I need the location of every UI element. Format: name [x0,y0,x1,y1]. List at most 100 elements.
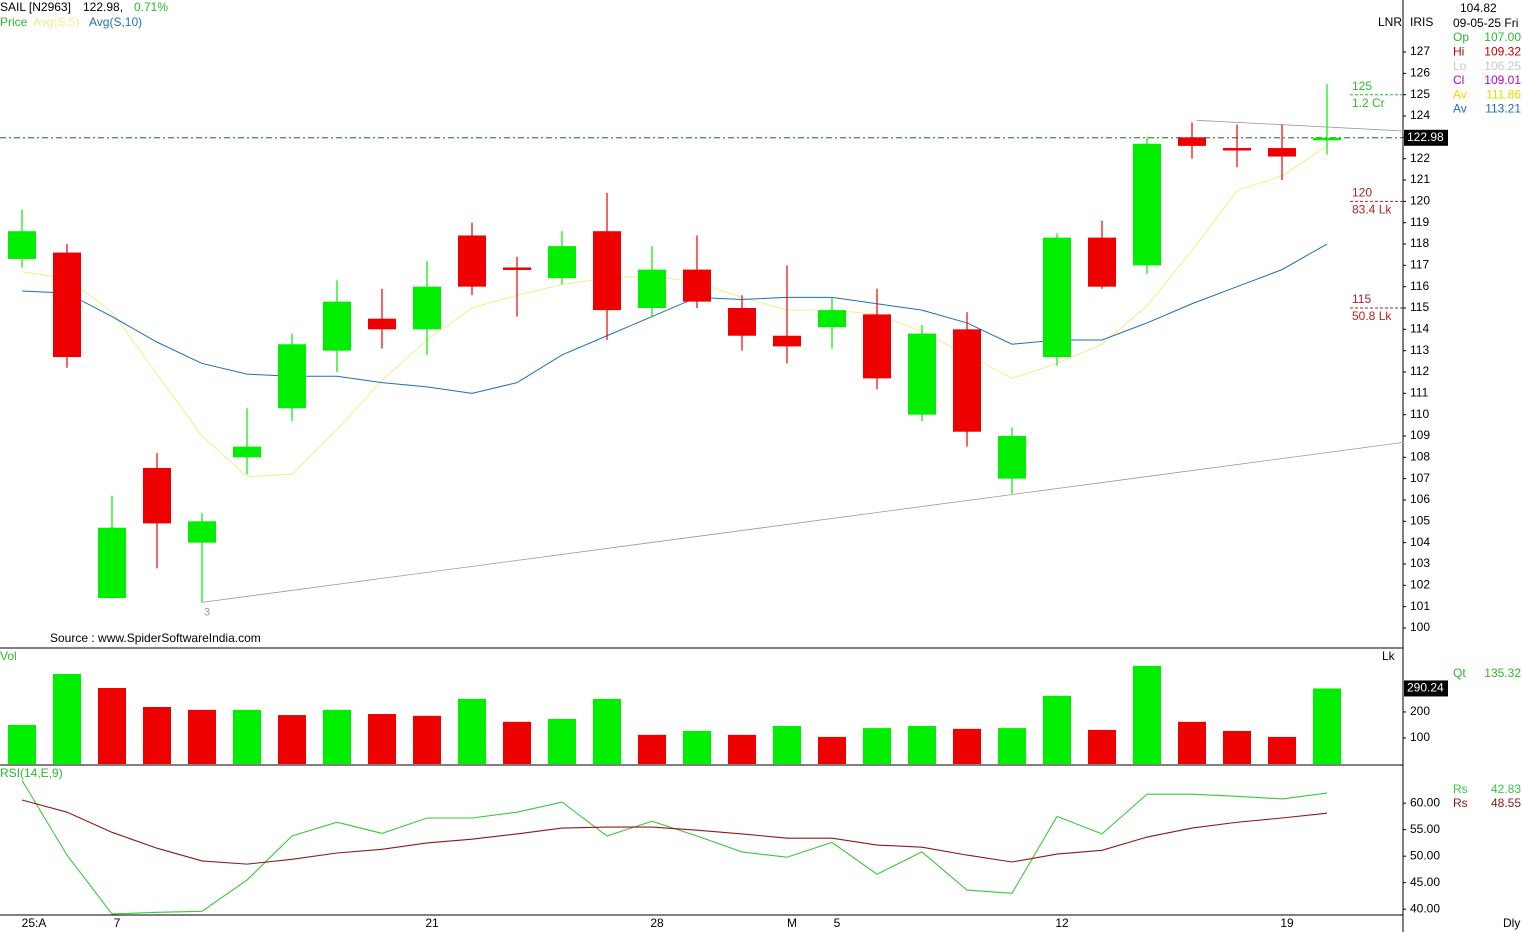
candle-body [1268,148,1296,157]
volume-bar [413,715,441,764]
trendline [201,441,1404,603]
volume-bar [998,728,1026,764]
volume-bar [278,715,306,764]
y-tick-label: 100 [1410,620,1430,634]
info-value: 113.21 [1485,102,1521,116]
last-volume-label: 290.24 [1407,681,1444,695]
candle-body [818,310,846,328]
y-tick-label: 104 [1410,535,1430,549]
candle-body [728,308,756,336]
candle-body [773,335,801,347]
qt-value: 135.32 [1484,666,1521,680]
level-price: 125 [1352,79,1372,93]
candle-body [53,252,81,358]
price: 122.98, [83,0,123,14]
y-tick-label: 111 [1410,385,1429,399]
y-tick-label: 50.00 [1410,848,1440,862]
panel-title: RSI(14,E,9) [0,766,63,780]
candle-body [953,329,981,432]
volume-bar [1088,729,1116,764]
candle-body [503,267,531,270]
candle-body [548,246,576,279]
info-label: Op [1453,30,1469,44]
y-tick-label: 121 [1410,172,1430,186]
y-tick-label: 122 [1410,151,1430,165]
y-tick-label: 105 [1410,513,1430,527]
candle-body [323,301,351,351]
y-tick-label: 108 [1410,449,1430,463]
legend-entry: Price [0,15,28,29]
candle-body [278,344,306,409]
x-tick-label: 25:A [22,916,47,930]
y-tick-label: 126 [1410,66,1430,80]
info-label: Cl [1453,73,1464,87]
legend-entry: Avg(S,5) [33,15,79,29]
y-tick-label: 102 [1410,577,1430,591]
last-volume-box [1404,680,1448,697]
volume-bar [8,724,36,764]
volume-bar [233,709,261,764]
candle-body [233,446,261,458]
candle-body [1133,143,1161,266]
y-tick-label: 114 [1410,322,1429,336]
info-label: Lo [1453,59,1467,73]
candle-body [8,231,36,259]
info-label: Av [1453,87,1467,101]
candle-body [683,269,711,302]
candle-body [368,318,396,330]
trendline-label: 3 [204,606,210,618]
y-tick-label: 45.00 [1410,875,1440,889]
candle-body [1223,148,1251,151]
volume-bar [323,709,351,764]
readout: 42.83 [1491,782,1521,796]
level-price: 120 [1352,186,1372,200]
y-tick-label: 118 [1410,236,1429,250]
volume-bar [683,730,711,764]
candle-body [1178,137,1206,146]
y-tick-label: 103 [1410,556,1430,570]
change: 0.71% [134,0,168,14]
symbol: SAIL [N2963] [0,0,71,14]
candle-body [1088,237,1116,287]
y-tick-label: 116 [1410,279,1429,293]
candle-body [143,467,171,524]
volume-bar [1268,736,1296,764]
y-tick-label: 100 [1410,730,1430,744]
volume-bar [773,726,801,764]
date: 09-05-25 Fri [1453,16,1518,30]
info-label: Hi [1453,44,1464,58]
scale: IRIS [1410,15,1433,29]
y-tick-label: 60.00 [1410,795,1440,809]
candle-body [908,333,936,415]
volume-bar [188,709,216,764]
y-tick-label: 110 [1410,407,1429,421]
rsi-line [21,780,1328,915]
info-label: Av [1453,102,1467,116]
volume-bar [143,707,171,764]
volume-bar [1178,721,1206,764]
legend-entry: Avg(S,10) [89,15,142,29]
y-tick-label: 101 [1410,599,1430,613]
volume-bar [863,728,891,764]
x-tick-label: 21 [425,916,439,930]
x-tick-label: 5 [834,916,841,930]
x-tick-label: M [787,916,797,930]
y-tick-label: 107 [1410,471,1430,485]
y-tick-label: 106 [1410,492,1430,506]
candle-body [98,527,126,599]
info-value: 111.86 [1486,87,1521,101]
qt-label: Qt [1453,666,1466,680]
candle-body [1313,137,1341,141]
y-tick-label: 119 [1410,215,1429,229]
x-tick-label: 12 [1055,916,1069,930]
level-price: 115 [1352,292,1371,306]
candle-body [413,286,441,330]
volume-bar [818,736,846,764]
level-volume: 50.8 Lk [1352,309,1392,323]
y-tick-label: 127 [1410,44,1430,58]
legend-entry: Rs [1453,796,1468,810]
x-tick-label: 7 [114,916,121,930]
y-tick-label: 124 [1410,108,1430,122]
volume-bar [458,698,486,764]
